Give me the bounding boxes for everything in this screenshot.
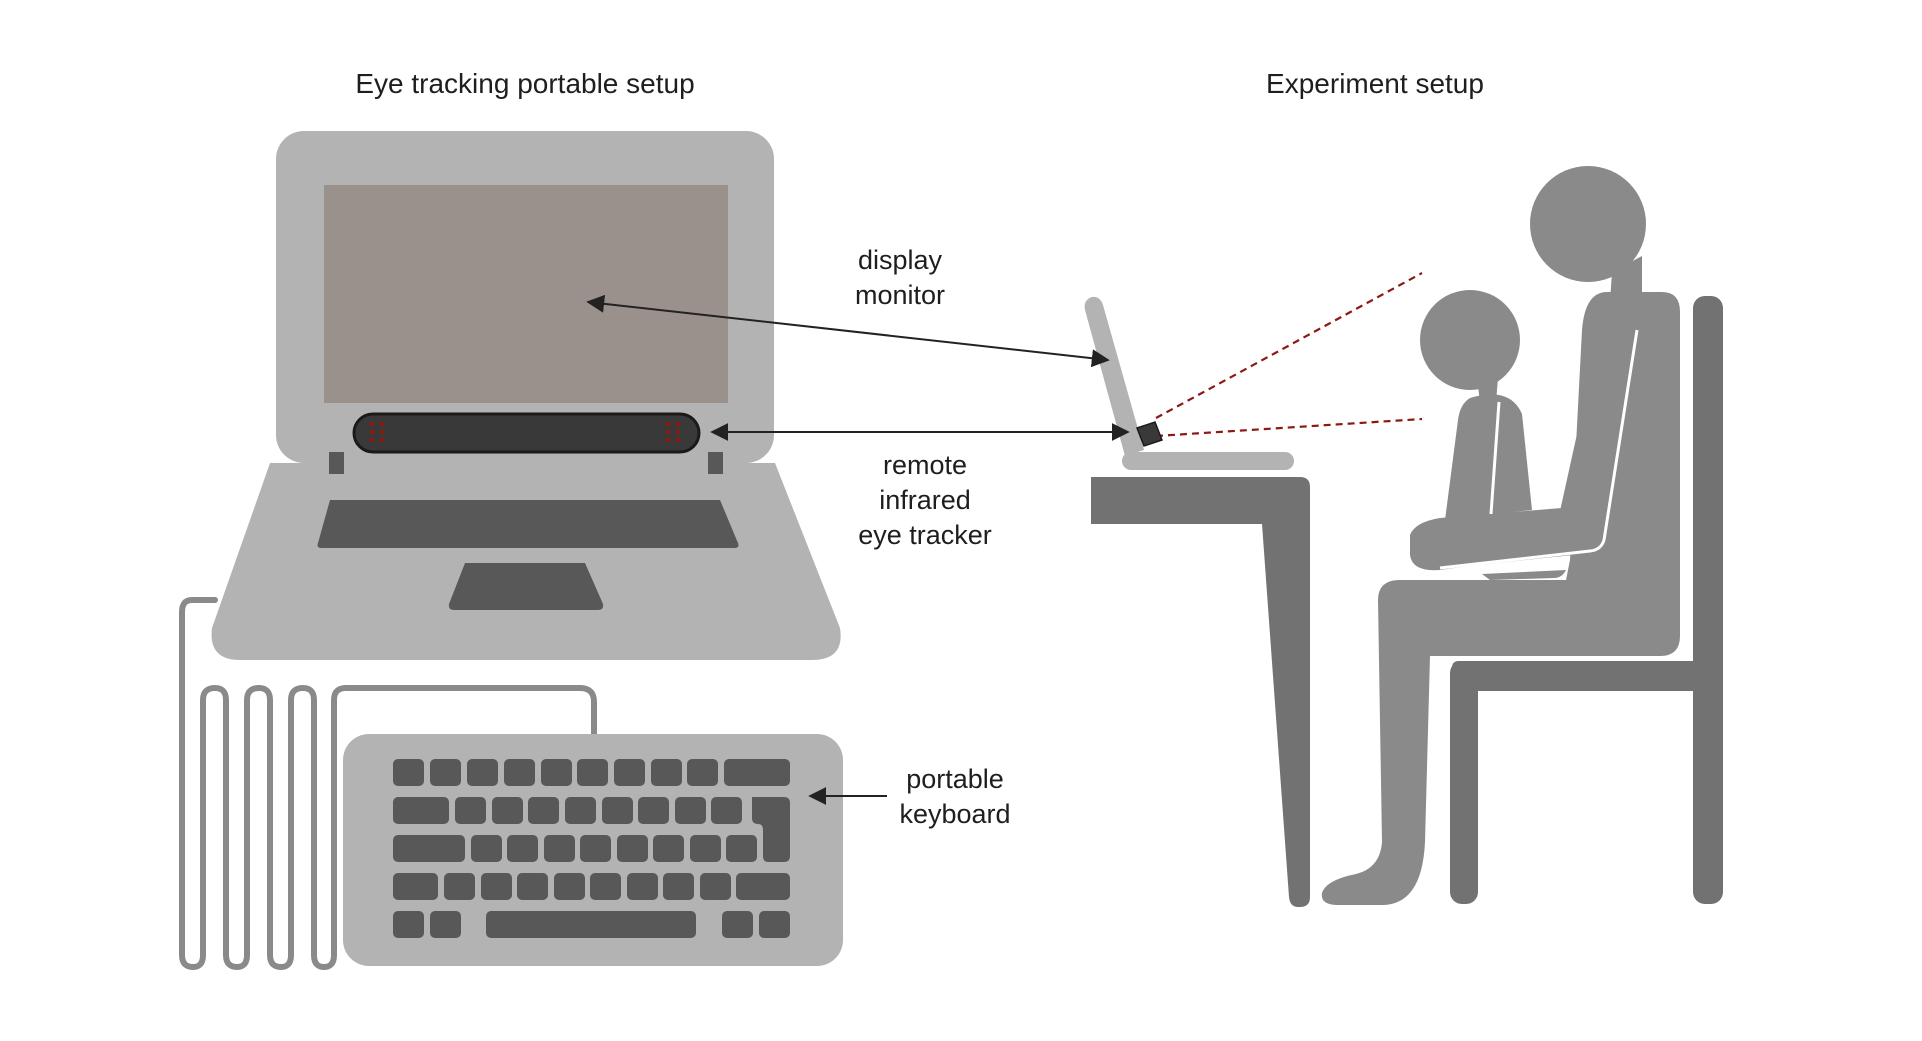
portable-laptop <box>211 131 841 660</box>
heading-experiment-setup: Experiment setup <box>1266 68 1484 99</box>
display-monitor-arrow <box>586 294 1110 368</box>
label-display-monitor: display monitor <box>854 245 946 310</box>
figure-outline-details <box>1439 329 1639 570</box>
heading-portable-setup: Eye tracking portable setup <box>355 68 695 99</box>
table <box>1091 477 1310 907</box>
hinge-right <box>708 452 723 474</box>
laptop-keyboard-area <box>317 500 739 548</box>
laptop-base <box>211 463 841 660</box>
child-head <box>1420 290 1520 390</box>
label-remote-infrared-eye-tracker: remote infrared eye tracker <box>858 450 992 550</box>
eye-tracker-bar <box>352 412 701 454</box>
child-arm <box>1410 505 1606 571</box>
label-portable-keyboard: portable keyboard <box>899 764 1011 829</box>
gaze-lines <box>1155 272 1423 438</box>
laptop-touchpad <box>448 563 604 610</box>
child-figure <box>1410 290 1606 580</box>
side-eye-tracker <box>1136 421 1163 447</box>
annotation-arrows <box>586 294 1130 805</box>
experiment-scene <box>1084 166 1723 907</box>
keyboard-keys <box>393 759 790 938</box>
chair <box>1450 296 1723 904</box>
child-body <box>1445 394 1532 520</box>
side-laptop <box>1084 296 1294 470</box>
ir-led-cluster-right <box>665 421 681 443</box>
adult-head <box>1530 166 1646 282</box>
hinge-left <box>329 452 344 474</box>
keyboard-cable <box>179 597 597 970</box>
laptop-screen <box>324 185 728 403</box>
portable-keyboard <box>343 734 843 966</box>
ir-led-cluster-left <box>369 421 385 443</box>
